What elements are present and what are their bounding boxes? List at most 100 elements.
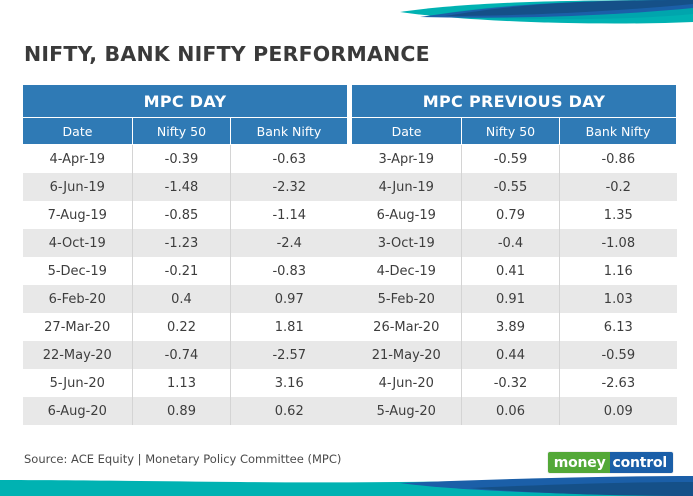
cell-mpc-date: 6-Jun-19 (22, 173, 133, 201)
cell-mpc-date: 4-Apr-19 (22, 144, 133, 173)
cell-mpc-date: 6-Feb-20 (22, 285, 133, 313)
header-gap-2 (347, 117, 352, 145)
cell-mpc-date: 5-Jun-20 (22, 369, 133, 397)
column-header-mpc-banknifty: Bank Nifty (229, 117, 349, 145)
cell-prev-banknifty: -1.08 (559, 229, 677, 257)
table-row: 5-Dec-19 -0.21 -0.83 4-Dec-19 0.41 1.16 (22, 257, 677, 285)
cell-mpc-banknifty: -2.32 (229, 173, 348, 201)
table-group-header-row: MPC DAY MPC PREVIOUS DAY (21, 84, 678, 118)
cell-prev-date: 5-Aug-20 (351, 397, 462, 425)
row-gap (347, 285, 352, 313)
cell-mpc-nifty50: 0.22 (132, 313, 231, 341)
cell-prev-banknifty: 1.35 (559, 201, 677, 229)
bottom-decoration-banner (0, 474, 693, 496)
cell-mpc-date: 4-Oct-19 (22, 229, 133, 257)
cell-mpc-nifty50: -0.39 (132, 144, 231, 173)
cell-prev-date: 3-Apr-19 (351, 144, 462, 173)
cell-prev-nifty50: -0.59 (461, 144, 560, 173)
cell-prev-banknifty: -0.2 (559, 173, 677, 201)
cell-prev-date: 4-Dec-19 (351, 257, 462, 285)
column-header-mpc-date: Date (22, 117, 133, 145)
table-row: 6-Jun-19 -1.48 -2.32 4-Jun-19 -0.55 -0.2 (22, 173, 677, 201)
table-row: 5-Jun-20 1.13 3.16 4-Jun-20 -0.32 -2.63 (22, 369, 677, 397)
dark-blue-swoosh-shape (420, 0, 693, 18)
cell-prev-date: 6-Aug-19 (351, 201, 462, 229)
cell-prev-nifty50: 3.89 (461, 313, 560, 341)
cell-mpc-date: 6-Aug-20 (22, 397, 133, 425)
cell-mpc-date: 7-Aug-19 (22, 201, 133, 229)
cell-mpc-banknifty: -1.14 (229, 201, 348, 229)
top-swoosh-svg (400, 0, 693, 24)
group-header-mpc-day: MPC DAY (21, 84, 349, 118)
cell-prev-date: 4-Jun-19 (351, 173, 462, 201)
cell-prev-banknifty: 0.09 (559, 397, 677, 425)
performance-table: MPC DAY MPC PREVIOUS DAY Date Nifty 50 B… (21, 84, 678, 425)
table-row: 4-Apr-19 -0.39 -0.63 3-Apr-19 -0.59 -0.86 (22, 144, 677, 173)
cell-mpc-nifty50: -1.23 (132, 229, 231, 257)
row-gap (347, 341, 352, 369)
cell-prev-banknifty: 6.13 (559, 313, 677, 341)
table-row: 6-Aug-20 0.89 0.62 5-Aug-20 0.06 0.09 (22, 397, 677, 425)
cell-mpc-nifty50: -1.48 (132, 173, 231, 201)
row-gap (347, 313, 352, 341)
cell-prev-banknifty: 1.16 (559, 257, 677, 285)
cell-prev-date: 26-Mar-20 (351, 313, 462, 341)
table-column-header-row: Date Nifty 50 Bank Nifty Date Nifty 50 B… (22, 117, 678, 145)
cell-mpc-banknifty: 0.97 (229, 285, 348, 313)
table-row: 22-May-20 -0.74 -2.57 21-May-20 0.44 -0.59 (22, 341, 677, 369)
cell-prev-nifty50: 0.44 (461, 341, 560, 369)
dark-blue-bottom-shape-2 (470, 482, 693, 496)
cell-mpc-banknifty: 0.62 (229, 397, 348, 425)
cell-prev-banknifty: -0.59 (559, 341, 677, 369)
cell-prev-date: 4-Jun-20 (351, 369, 462, 397)
cell-prev-banknifty: -2.63 (559, 369, 677, 397)
cell-prev-date: 21-May-20 (351, 341, 462, 369)
cell-prev-banknifty: 1.03 (559, 285, 677, 313)
cell-mpc-banknifty: 1.81 (229, 313, 348, 341)
cell-mpc-banknifty: -2.4 (229, 229, 348, 257)
cell-mpc-nifty50: 0.89 (132, 397, 231, 425)
cell-mpc-banknifty: 3.16 (229, 369, 348, 397)
row-gap (347, 229, 352, 257)
cell-prev-date: 5-Feb-20 (351, 285, 462, 313)
column-header-mpc-nifty50: Nifty 50 (132, 117, 231, 145)
row-gap (347, 173, 352, 201)
logo-text-money: money (547, 452, 610, 473)
cell-mpc-date: 22-May-20 (22, 341, 133, 369)
cell-mpc-banknifty: -0.63 (229, 144, 348, 173)
cell-prev-nifty50: -0.4 (461, 229, 560, 257)
cell-prev-nifty50: -0.55 (461, 173, 560, 201)
cell-mpc-date: 5-Dec-19 (22, 257, 133, 285)
cell-prev-nifty50: 0.41 (461, 257, 560, 285)
row-gap (347, 257, 352, 285)
cell-prev-date: 3-Oct-19 (351, 229, 462, 257)
cell-mpc-date: 27-Mar-20 (22, 313, 133, 341)
teal-swoosh-shape (400, 0, 693, 24)
row-gap (347, 144, 352, 173)
cell-mpc-nifty50: -0.21 (132, 257, 231, 285)
cell-mpc-banknifty: -2.57 (229, 341, 348, 369)
logo-text-control: control (609, 452, 673, 473)
teal-bottom-shape (0, 478, 693, 496)
table-body: 4-Apr-19 -0.39 -0.63 3-Apr-19 -0.59 -0.86 6-Ju… (22, 144, 677, 425)
source-note: Source: ACE Equity | Monetary Policy Com… (24, 452, 342, 466)
row-gap (347, 397, 352, 425)
moneycontrol-logo: money control (547, 452, 673, 473)
teal-swoosh-shape-2 (430, 0, 693, 20)
table-row: 27-Mar-20 0.22 1.81 26-Mar-20 3.89 6.13 (22, 313, 677, 341)
table-head: MPC DAY MPC PREVIOUS DAY Date Nifty 50 B… (21, 84, 678, 145)
cell-mpc-nifty50: -0.74 (132, 341, 231, 369)
cell-prev-nifty50: -0.32 (461, 369, 560, 397)
table-row: 7-Aug-19 -0.85 -1.14 6-Aug-19 0.79 1.35 (22, 201, 677, 229)
table-row: 4-Oct-19 -1.23 -2.4 3-Oct-19 -0.4 -1.08 (22, 229, 677, 257)
column-header-prev-banknifty: Bank Nifty (559, 117, 678, 145)
cell-mpc-nifty50: -0.85 (132, 201, 231, 229)
cell-prev-nifty50: 0.06 (461, 397, 560, 425)
row-gap (347, 369, 352, 397)
cell-prev-nifty50: 0.91 (461, 285, 560, 313)
cell-prev-banknifty: -0.86 (559, 144, 677, 173)
dark-blue-bottom-shape (400, 476, 693, 496)
cell-mpc-nifty50: 0.4 (132, 285, 231, 313)
header-gap (347, 84, 352, 118)
